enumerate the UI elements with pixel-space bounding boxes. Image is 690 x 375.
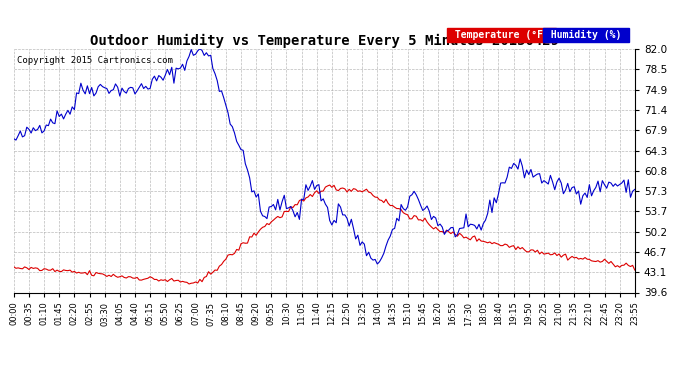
Text: Temperature (°F): Temperature (°F): [448, 30, 554, 40]
Text: Humidity (%): Humidity (%): [545, 30, 627, 40]
Text: Copyright 2015 Cartronics.com: Copyright 2015 Cartronics.com: [17, 56, 172, 65]
Title: Outdoor Humidity vs Temperature Every 5 Minutes 20150429: Outdoor Humidity vs Temperature Every 5 …: [90, 33, 559, 48]
